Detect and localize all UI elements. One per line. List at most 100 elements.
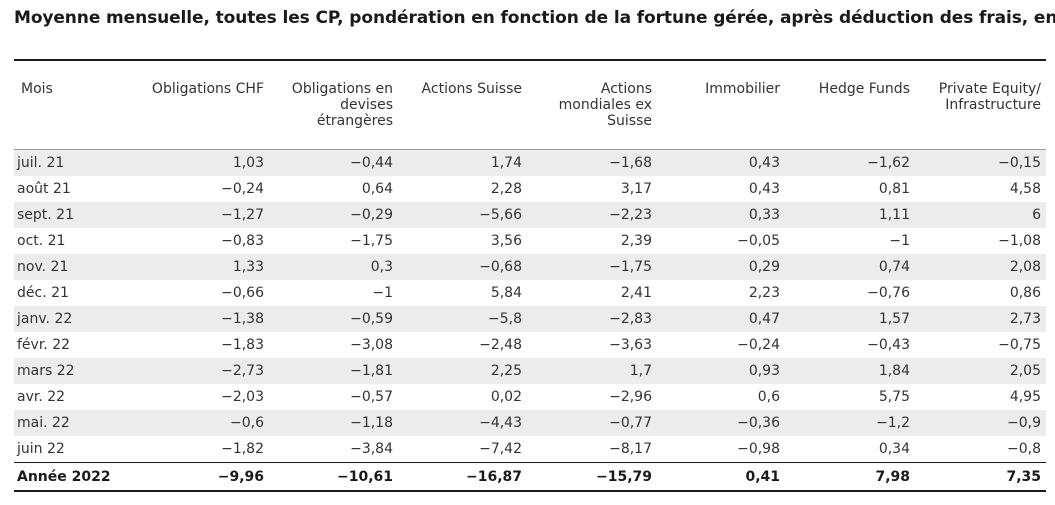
row-value-cell: −0,59: [269, 306, 398, 332]
row-month-cell: janv. 22: [14, 306, 145, 332]
total-value-cell: −15,79: [527, 462, 657, 492]
table-row: avr. 22 −2,03 −0,57 0,02 −2,96 0,6 5,75 4,95: [14, 384, 1046, 410]
table-title: Moyenne mensuelle, toutes les CP, pondér…: [14, 8, 1055, 28]
row-value-cell: −3,63: [609, 337, 652, 353]
row-month-cell: nov. 21: [14, 254, 145, 280]
row-value-cell: −0,77: [527, 410, 657, 436]
table-row: oct. 21 −0,83 −1,75 3,56 2,39 −0,05 −1 −1,08: [14, 228, 1046, 254]
column-header: Actions Suisse: [421, 81, 522, 97]
row-value-cell: −1,81: [269, 358, 398, 384]
table-row: mars 22 −2,73 −1,81 2,25 1,7 0,93 1,84 2,05: [14, 358, 1046, 384]
row-month-cell: mars 22: [14, 358, 145, 384]
row-value-cell: 0,29: [657, 254, 785, 280]
row-value-cell: 0,34: [878, 441, 910, 457]
row-month-cell: févr. 22: [17, 337, 71, 353]
row-value-cell: −0,36: [657, 410, 785, 436]
total-value-cell: 0,41: [657, 462, 785, 492]
row-value-cell: −0,43: [867, 337, 910, 353]
table-body: juil. 21 1,03 −0,44 1,74 −1,68 0,43 −1,62 −0,15…: [14, 149, 1046, 463]
row-value-cell: −1,08: [998, 233, 1041, 249]
row-value-cell: 2,05: [915, 358, 1046, 384]
row-value-cell: 0,81: [878, 181, 910, 197]
row-value-cell: −0,68: [398, 254, 527, 280]
row-value-cell: −8,17: [609, 441, 652, 457]
row-value-cell: 2,25: [398, 358, 527, 384]
row-value-cell: 4,58: [1009, 181, 1041, 197]
row-value-cell: −2,73: [145, 358, 269, 384]
row-value-cell: 1,74: [398, 149, 527, 176]
table-header: Mois Obligations CHF Obligations en devise…: [14, 61, 1046, 150]
row-value-cell: 1,11: [785, 202, 915, 228]
row-value-cell: −0,24: [221, 181, 264, 197]
row-value-cell: −1,18: [269, 410, 398, 436]
row-month-cell: sept. 21: [14, 202, 145, 228]
table-row: août 21 −0,24 0,64 2,28 3,17 0,43 0,81 4,58: [14, 176, 1046, 202]
row-value-cell: −4,43: [398, 410, 527, 436]
row-value-cell: 0,43: [748, 181, 780, 197]
row-value-cell: −1,83: [221, 337, 264, 353]
row-value-cell: 5,75: [878, 389, 910, 405]
row-value-cell: −1: [889, 233, 910, 249]
table-row: nov. 21 1,33 0,3 −0,68 −1,75 0,29 0,74 2,08: [14, 254, 1046, 280]
row-value-cell: −2,03: [221, 389, 264, 405]
returns-table-container: Mois Obligations CHF Obligations en devise…: [14, 59, 1046, 492]
column-header: Private Equity/ Infrastructure: [938, 81, 1041, 113]
row-value-cell: 2,39: [620, 233, 652, 249]
row-value-cell: −1,2: [785, 410, 915, 436]
row-value-cell: −7,42: [479, 441, 522, 457]
row-value-cell: −0,57: [350, 389, 393, 405]
row-value-cell: −0,29: [269, 202, 398, 228]
row-value-cell: 2,23: [748, 285, 780, 301]
total-value-cell: 7,98: [785, 462, 915, 492]
row-value-cell: 6: [915, 202, 1046, 228]
row-value-cell: −0,98: [737, 441, 780, 457]
total-row: Année 2022 −9,96 −10,61 −16,87 −15,79 0,41 7,9…: [14, 462, 1046, 492]
row-value-cell: −1,38: [145, 306, 269, 332]
table-row: déc. 21 −0,66 −1 5,84 2,41 2,23 −0,76 0,86: [14, 280, 1046, 306]
row-value-cell: 3,56: [490, 233, 522, 249]
total-value-cell: −9,96: [145, 462, 269, 492]
row-value-cell: 2,28: [490, 181, 522, 197]
row-value-cell: −1,82: [221, 441, 264, 457]
row-value-cell: 5,84: [490, 285, 522, 301]
row-month-cell: juil. 21: [14, 149, 145, 176]
row-value-cell: −3,84: [350, 441, 393, 457]
row-value-cell: −0,6: [145, 410, 269, 436]
row-value-cell: 0,43: [657, 149, 785, 176]
row-value-cell: 0,6: [757, 389, 780, 405]
row-value-cell: 1,84: [785, 358, 915, 384]
row-value-cell: −2,83: [527, 306, 657, 332]
row-value-cell: −0,24: [737, 337, 780, 353]
row-value-cell: −5,8: [398, 306, 527, 332]
row-month-cell: juin 22: [17, 441, 65, 457]
row-value-cell: −0,76: [867, 285, 910, 301]
row-value-cell: −1: [372, 285, 393, 301]
total-value-cell: −16,87: [398, 462, 527, 492]
table-row: juil. 21 1,03 −0,44 1,74 −1,68 0,43 −1,62 −0,15: [14, 149, 1046, 176]
table-row: janv. 22 −1,38 −0,59 −5,8 −2,83 0,47 1,57 2,73: [14, 306, 1046, 332]
row-value-cell: 2,73: [915, 306, 1046, 332]
row-value-cell: 1,57: [785, 306, 915, 332]
row-value-cell: −0,75: [998, 337, 1041, 353]
row-month-cell: mai. 22: [14, 410, 145, 436]
row-value-cell: 1,33: [145, 254, 269, 280]
row-value-cell: −3,08: [350, 337, 393, 353]
column-header: Actions mondiales ex Suisse: [558, 81, 652, 129]
row-value-cell: −0,05: [737, 233, 780, 249]
row-value-cell: 1,7: [527, 358, 657, 384]
row-value-cell: −0,44: [269, 149, 398, 176]
column-header: Obligations en devises étrangères: [291, 81, 393, 129]
row-value-cell: −1,68: [527, 149, 657, 176]
row-value-cell: −0,15: [915, 149, 1046, 176]
returns-table: Mois Obligations CHF Obligations en devise…: [14, 61, 1046, 492]
row-value-cell: 0,86: [1009, 285, 1041, 301]
row-value-cell: 3,17: [620, 181, 652, 197]
row-value-cell: 0,33: [657, 202, 785, 228]
total-value-cell: 7,35: [915, 462, 1046, 492]
row-value-cell: −2,96: [609, 389, 652, 405]
table-row: juin 22 −1,82 −3,84 −7,42 −8,17 −0,98 0,34 −0,8: [14, 436, 1046, 463]
row-month-cell: avr. 22: [17, 389, 66, 405]
table-row: sept. 21 −1,27 −0,29 −5,66 −2,23 0,33 1,11 6: [14, 202, 1046, 228]
table-row: févr. 22 −1,83 −3,08 −2,48 −3,63 −0,24 −0,43 −0…: [14, 332, 1046, 358]
row-value-cell: 4,95: [1009, 389, 1041, 405]
